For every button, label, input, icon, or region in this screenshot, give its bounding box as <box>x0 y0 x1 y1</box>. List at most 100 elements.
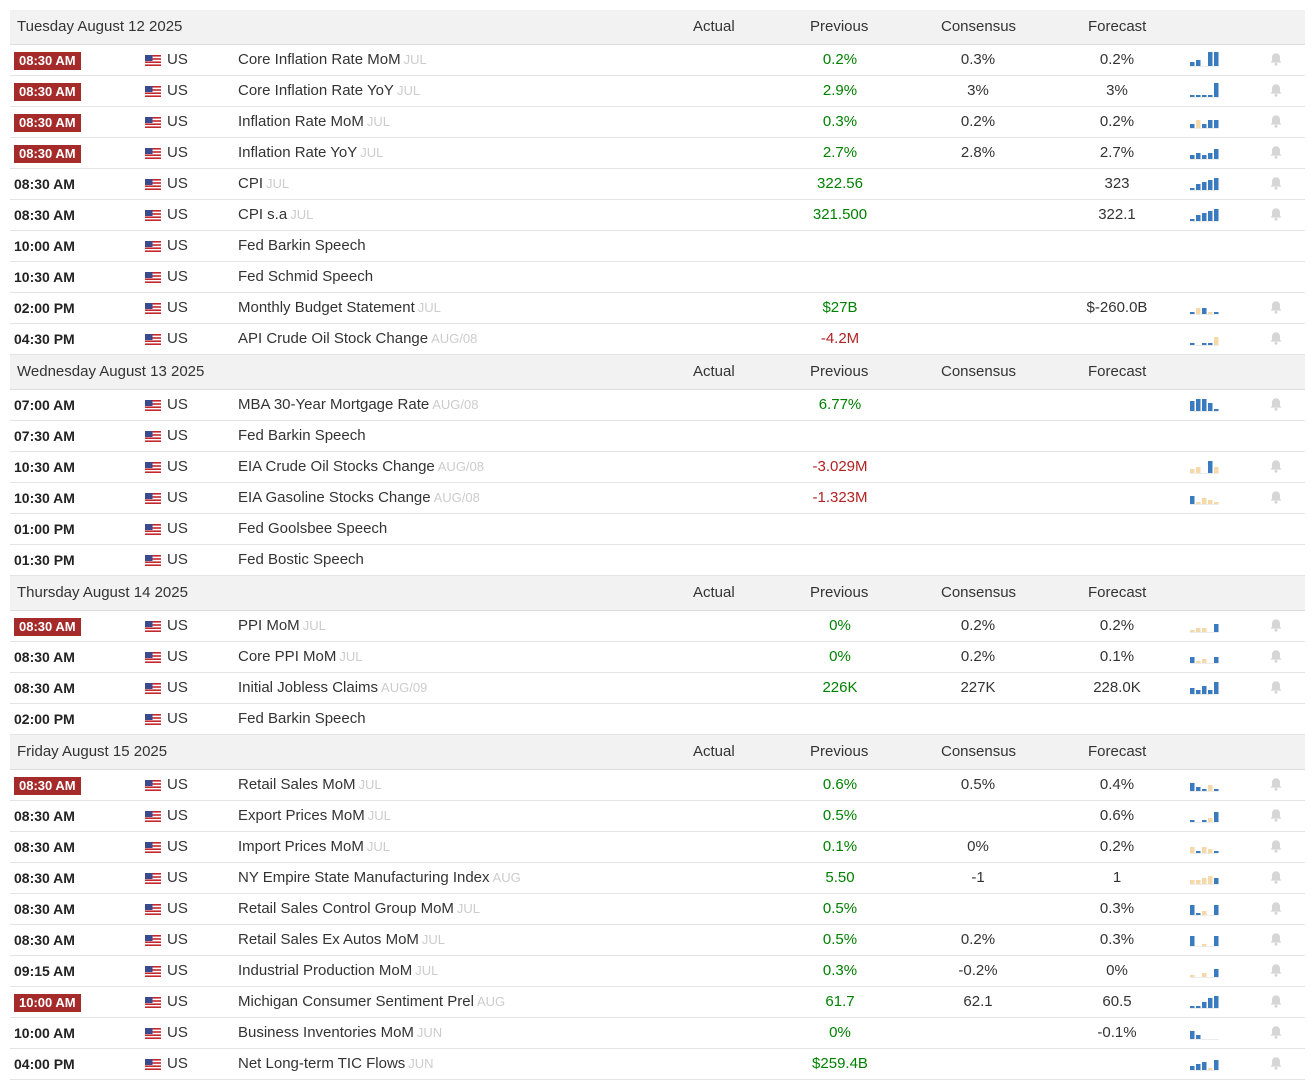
event-row[interactable]: 08:30 AM US Export Prices MoM JUL 0.5% 0.… <box>10 801 1305 832</box>
event-row[interactable]: 08:30 AM US CPI JUL 322.56 323 <box>10 169 1305 200</box>
bell-icon[interactable] <box>1269 808 1283 823</box>
column-actual[interactable]: Actual <box>693 584 735 601</box>
event-title[interactable]: Monthly Budget Statement <box>238 299 415 316</box>
event-name[interactable]: Inflation Rate YoY JUL <box>238 138 383 168</box>
event-title[interactable]: Core Inflation Rate YoY <box>238 82 394 99</box>
sparkline-chart[interactable] <box>1190 331 1220 346</box>
column-previous[interactable]: Previous <box>810 363 869 380</box>
event-forecast[interactable]: 0.2% <box>1099 51 1135 68</box>
sparkline-chart[interactable] <box>1190 963 1220 978</box>
sparkline-chart[interactable] <box>1190 649 1220 664</box>
column-consensus[interactable]: Consensus <box>941 363 1017 380</box>
event-country[interactable]: US <box>167 1055 188 1072</box>
sparkline-chart[interactable] <box>1190 680 1220 695</box>
event-title[interactable]: EIA Crude Oil Stocks Change <box>238 458 435 475</box>
event-title[interactable]: Industrial Production MoM <box>238 962 413 979</box>
event-row[interactable]: 08:30 AM US Core Inflation Rate MoM JUL 0… <box>10 45 1305 76</box>
event-country[interactable]: US <box>167 900 188 917</box>
sparkline-chart[interactable] <box>1190 839 1220 854</box>
sparkline-chart[interactable] <box>1190 994 1220 1009</box>
column-previous[interactable]: Previous <box>810 584 869 601</box>
event-title[interactable]: PPI MoM <box>238 617 300 634</box>
sparkline-chart[interactable] <box>1190 1025 1220 1040</box>
event-name[interactable]: Import Prices MoM JUL <box>238 832 390 862</box>
sparkline-chart[interactable] <box>1190 176 1220 191</box>
event-name[interactable]: EIA Gasoline Stocks Change AUG/08 <box>238 483 480 513</box>
event-country[interactable]: US <box>167 237 188 254</box>
bell-icon[interactable] <box>1269 331 1283 346</box>
event-name[interactable]: API Crude Oil Stock Change AUG/08 <box>238 324 477 354</box>
event-row[interactable]: 08:30 AM US NY Empire State Manufacturin… <box>10 863 1305 894</box>
sparkline-chart[interactable] <box>1190 932 1220 947</box>
event-row[interactable]: 08:30 AM US Core Inflation Rate YoY JUL 2… <box>10 76 1305 107</box>
event-title[interactable]: Fed Barkin Speech <box>238 710 366 727</box>
event-name[interactable]: Business Inventories MoM JUN <box>238 1018 442 1048</box>
event-forecast[interactable]: 0.6% <box>1099 807 1135 824</box>
event-country[interactable]: US <box>167 82 188 99</box>
event-row[interactable]: 01:00 PM US Fed Goolsbee Speech <box>10 514 1305 545</box>
bell-icon[interactable] <box>1269 932 1283 947</box>
sparkline-chart[interactable] <box>1190 777 1220 792</box>
bell-icon[interactable] <box>1269 680 1283 695</box>
event-title[interactable]: Import Prices MoM <box>238 838 364 855</box>
bell-icon[interactable] <box>1269 176 1283 191</box>
event-name[interactable]: EIA Crude Oil Stocks Change AUG/08 <box>238 452 484 482</box>
event-country[interactable]: US <box>167 807 188 824</box>
event-forecast[interactable]: 3% <box>1106 82 1128 99</box>
event-name[interactable]: Fed Barkin Speech <box>238 421 369 451</box>
event-row[interactable]: 08:30 AM US Import Prices MoM JUL 0.1% 0%… <box>10 832 1305 863</box>
event-name[interactable]: Inflation Rate MoM JUL <box>238 107 390 137</box>
event-forecast[interactable]: 0.2% <box>1099 838 1135 855</box>
event-name[interactable]: Core PPI MoM JUL <box>238 642 362 672</box>
sparkline-chart[interactable] <box>1190 1056 1220 1071</box>
sparkline-chart[interactable] <box>1190 207 1220 222</box>
event-title[interactable]: EIA Gasoline Stocks Change <box>238 489 431 506</box>
event-country[interactable]: US <box>167 113 188 130</box>
event-forecast[interactable]: 0% <box>1106 962 1128 979</box>
event-title[interactable]: Core Inflation Rate MoM <box>238 51 401 68</box>
event-row[interactable]: 01:30 PM US Fed Bostic Speech <box>10 545 1305 576</box>
event-row[interactable]: 09:15 AM US Industrial Production MoM JUL… <box>10 956 1305 987</box>
event-title[interactable]: MBA 30-Year Mortgage Rate <box>238 396 430 413</box>
event-country[interactable]: US <box>167 776 188 793</box>
event-country[interactable]: US <box>167 869 188 886</box>
event-title[interactable]: Core PPI MoM <box>238 648 337 665</box>
column-previous[interactable]: Previous <box>810 18 869 35</box>
column-forecast[interactable]: Forecast <box>1088 743 1147 760</box>
bell-icon[interactable] <box>1269 649 1283 664</box>
bell-icon[interactable] <box>1269 459 1283 474</box>
sparkline-chart[interactable] <box>1190 901 1220 916</box>
event-title[interactable]: Retail Sales Control Group MoM <box>238 900 454 917</box>
column-forecast[interactable]: Forecast <box>1088 18 1147 35</box>
event-title[interactable]: Inflation Rate MoM <box>238 113 364 130</box>
column-previous[interactable]: Previous <box>810 743 869 760</box>
event-name[interactable]: Monthly Budget Statement JUL <box>238 293 441 323</box>
event-forecast[interactable]: 60.5 <box>1102 993 1132 1010</box>
event-name[interactable]: Export Prices MoM JUL <box>238 801 391 831</box>
sparkline-chart[interactable] <box>1190 145 1220 160</box>
event-forecast[interactable]: 0.3% <box>1099 900 1135 917</box>
event-country[interactable]: US <box>167 51 188 68</box>
event-title[interactable]: Retail Sales Ex Autos MoM <box>238 931 419 948</box>
event-row[interactable]: 08:30 AM US Retail Sales Ex Autos MoM JUL… <box>10 925 1305 956</box>
event-country[interactable]: US <box>167 268 188 285</box>
sparkline-chart[interactable] <box>1190 114 1220 129</box>
column-forecast[interactable]: Forecast <box>1088 584 1147 601</box>
event-row[interactable]: 08:30 AM US PPI MoM JUL 0% 0.2% 0.2% <box>10 611 1305 642</box>
bell-icon[interactable] <box>1269 870 1283 885</box>
event-forecast[interactable]: 1 <box>1112 869 1122 886</box>
sparkline-chart[interactable] <box>1190 459 1220 474</box>
event-country[interactable]: US <box>167 1024 188 1041</box>
event-row[interactable]: 10:00 AM US Michigan Consumer Sentiment … <box>10 987 1305 1018</box>
event-country[interactable]: US <box>167 299 188 316</box>
event-name[interactable]: PPI MoM JUL <box>238 611 326 641</box>
event-title[interactable]: Fed Schmid Speech <box>238 268 374 285</box>
bell-icon[interactable] <box>1269 963 1283 978</box>
event-forecast[interactable]: $-260.0B <box>1086 299 1148 316</box>
event-country[interactable]: US <box>167 710 188 727</box>
bell-icon[interactable] <box>1269 618 1283 633</box>
event-forecast[interactable]: 0.1% <box>1099 648 1135 665</box>
event-title[interactable]: Fed Goolsbee Speech <box>238 520 388 537</box>
event-country[interactable]: US <box>167 520 188 537</box>
event-name[interactable]: Core Inflation Rate MoM JUL <box>238 45 427 75</box>
